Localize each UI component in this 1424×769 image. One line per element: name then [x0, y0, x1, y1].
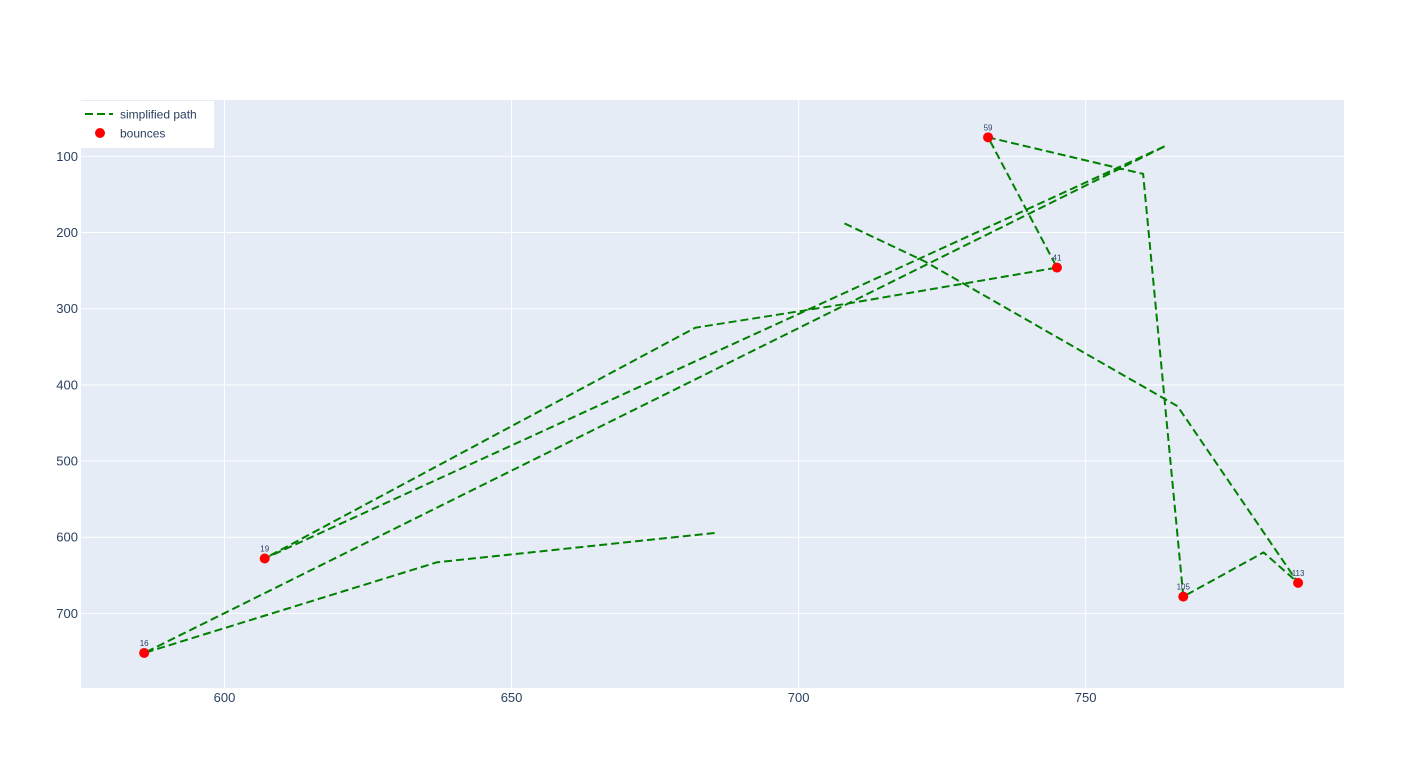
- legend-bounces-swatch: [95, 128, 105, 138]
- bounce-point: [139, 647, 150, 658]
- x-tick-label: 750: [1075, 690, 1097, 705]
- bounce-label: 41: [1053, 254, 1062, 263]
- bounce-label: 113: [1292, 569, 1305, 578]
- bounce-point: [983, 132, 994, 143]
- bounce-point: [259, 553, 270, 564]
- x-axis-ticks: 600 650 700 750: [214, 690, 1097, 705]
- y-tick-label: 200: [56, 225, 78, 240]
- x-tick-label: 600: [214, 690, 236, 705]
- y-tick-label: 700: [56, 606, 78, 621]
- legend: simplified path bounces: [79, 101, 214, 148]
- plot-area: [81, 100, 1344, 688]
- simplified-path-line: [143, 136, 1300, 654]
- bounce-point: [1178, 591, 1189, 602]
- y-tick-label: 500: [56, 454, 78, 469]
- gridlines: [81, 100, 1344, 688]
- bounce-label: 19: [260, 545, 269, 554]
- bounce-label: 59: [984, 123, 993, 132]
- x-tick-label: 700: [788, 690, 810, 705]
- y-axis-ticks: 100 200 300 400 500 600 700: [56, 149, 78, 621]
- x-tick-label: 650: [501, 690, 523, 705]
- y-tick-label: 400: [56, 377, 78, 392]
- series-layer: 16 19 59 41 105 113: [139, 123, 1305, 658]
- bounce-label: 105: [1177, 583, 1191, 592]
- legend-label-path: simplified path: [120, 108, 197, 122]
- legend-background: [79, 101, 214, 148]
- legend-label-bounces: bounces: [120, 127, 165, 141]
- bounce-point: [1051, 262, 1062, 273]
- y-tick-label: 300: [56, 301, 78, 316]
- y-tick-label: 600: [56, 530, 78, 545]
- bounce-label: 16: [140, 639, 149, 648]
- y-tick-label: 100: [56, 149, 78, 164]
- bounce-point: [1293, 577, 1304, 588]
